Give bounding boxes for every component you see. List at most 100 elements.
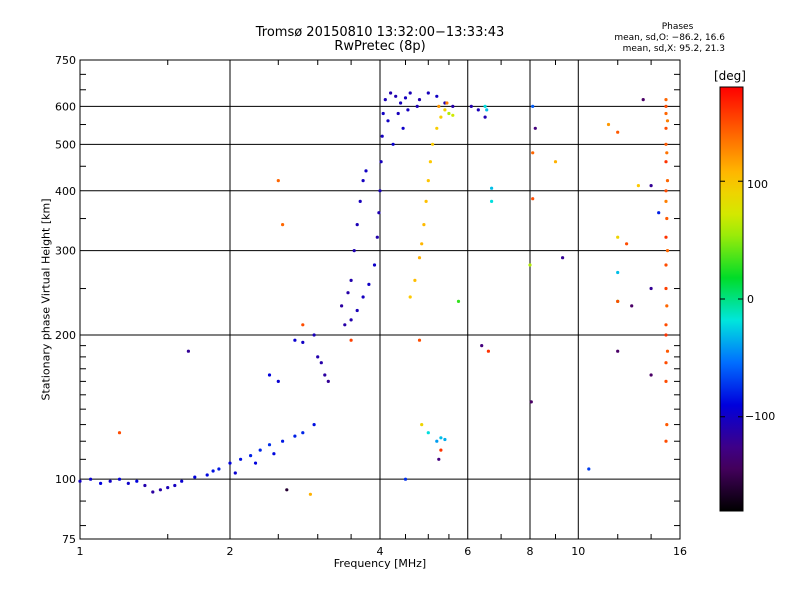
y-axis-label: Stationary phase Virtual Height [km] <box>39 198 53 401</box>
data-point <box>417 338 422 342</box>
data-point <box>415 104 419 108</box>
data-point <box>349 318 353 322</box>
data-point <box>649 373 653 377</box>
data-point <box>276 379 280 383</box>
x-tick-label: 4 <box>377 545 384 558</box>
data-point <box>267 443 272 447</box>
data-point <box>420 423 424 427</box>
data-point <box>443 108 447 112</box>
data-point <box>664 142 668 146</box>
data-point <box>381 111 385 116</box>
data-point <box>383 98 387 102</box>
data-point <box>413 278 417 282</box>
data-point <box>439 436 443 440</box>
data-point <box>664 333 668 337</box>
data-point <box>664 126 668 130</box>
y-tick-label: 600 <box>55 100 76 113</box>
x-tick-label: 2 <box>227 545 234 558</box>
data-point <box>664 286 668 291</box>
data-point <box>193 475 197 479</box>
data-point <box>355 308 359 313</box>
data-point <box>451 104 455 108</box>
x-tick-label: 16 <box>673 545 687 558</box>
data-point <box>664 111 668 116</box>
chart-subtitle: RwPretec (8p) <box>334 39 426 54</box>
data-point <box>616 235 620 239</box>
data-point <box>396 111 400 116</box>
phase-stats-heading: Phases <box>661 22 694 32</box>
data-point <box>665 216 669 221</box>
data-point <box>173 483 177 488</box>
data-point <box>228 461 232 465</box>
data-point <box>665 119 670 123</box>
chart-title: Tromsø 20150810 13:32:00−13:33:43 <box>255 25 505 40</box>
data-point <box>408 295 412 299</box>
data-point <box>78 479 82 483</box>
data-point <box>316 355 320 359</box>
data-point <box>126 481 130 485</box>
x-axis-label: Frequency [MHz] <box>333 557 427 570</box>
data-point <box>417 256 422 260</box>
data-point <box>367 282 371 286</box>
data-point <box>422 223 426 227</box>
data-point <box>649 286 653 291</box>
data-point <box>664 361 668 365</box>
data-point <box>616 299 620 303</box>
y-tick-label: 300 <box>55 245 76 258</box>
data-point <box>361 295 365 299</box>
data-point <box>490 186 494 190</box>
data-point <box>186 349 190 353</box>
data-point <box>664 199 668 203</box>
data-point <box>389 91 393 95</box>
data-point <box>372 263 377 267</box>
data-point <box>490 199 494 203</box>
data-point <box>664 439 668 443</box>
data-point <box>403 96 408 100</box>
data-point <box>346 291 350 295</box>
data-point <box>205 473 209 477</box>
data-point <box>435 94 439 98</box>
data-point <box>249 454 253 458</box>
data-point <box>343 323 347 327</box>
data-point <box>417 98 422 102</box>
data-point <box>553 160 558 164</box>
data-point <box>431 142 435 146</box>
data-point <box>349 338 353 342</box>
data-point <box>281 439 285 443</box>
data-point <box>528 263 532 267</box>
data-point <box>483 115 487 119</box>
data-point <box>285 488 289 492</box>
data-point <box>117 477 122 481</box>
data-point <box>657 211 661 215</box>
phase-stats-o: mean, sd,O: −86.2, 16.6 <box>614 33 725 43</box>
data-point <box>469 104 473 108</box>
data-point <box>428 160 432 164</box>
data-point <box>166 486 170 490</box>
x-tick-label: 8 <box>527 545 534 558</box>
data-point <box>649 184 653 188</box>
data-point <box>664 160 668 164</box>
data-point <box>420 242 424 246</box>
data-point <box>399 101 403 105</box>
data-point <box>89 477 93 481</box>
data-point <box>403 477 408 481</box>
data-point <box>665 249 670 253</box>
data-point <box>531 151 535 155</box>
data-point <box>616 270 620 275</box>
data-point <box>616 130 620 134</box>
data-point <box>378 189 382 193</box>
data-point <box>253 461 258 465</box>
data-point <box>664 263 668 267</box>
data-point <box>391 142 395 146</box>
y-tick-label: 100 <box>55 473 76 486</box>
data-point <box>375 235 379 239</box>
data-point <box>117 431 122 435</box>
data-point <box>386 119 390 123</box>
data-point <box>664 323 668 327</box>
data-point <box>99 481 103 485</box>
x-tick-label: 1 <box>77 545 84 558</box>
data-point <box>665 179 670 183</box>
data-point <box>636 184 641 188</box>
data-point <box>665 423 669 427</box>
data-point <box>267 373 272 377</box>
